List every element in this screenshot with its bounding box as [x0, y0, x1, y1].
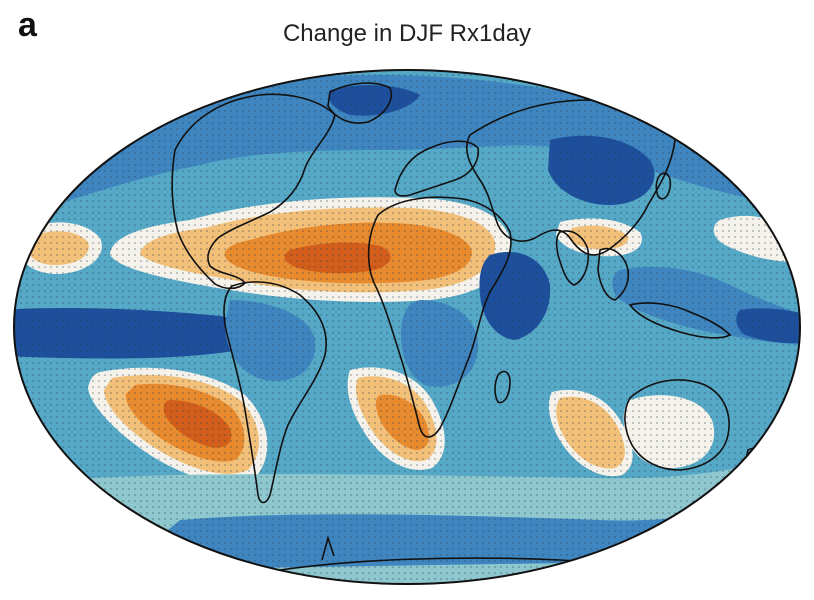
- australia-coast: [624, 379, 730, 471]
- greenland-coast: [327, 82, 392, 124]
- map-title: Change in DJF Rx1day: [282, 20, 532, 47]
- map-field: [14, 70, 800, 584]
- indonesia-coast: [628, 302, 732, 339]
- north-america-coast: [171, 93, 336, 290]
- significance-stippling: [14, 70, 800, 584]
- japan-coast: [655, 172, 672, 200]
- africa-coast: [367, 196, 512, 438]
- antarctic-peninsula: [321, 535, 335, 561]
- panel-label: a: [18, 6, 37, 44]
- madagascar-coast: [494, 370, 511, 404]
- india-coast: [555, 230, 590, 286]
- south-america-coast: [223, 281, 327, 504]
- globe-outline: [13, 69, 801, 585]
- new-zealand-coast: [745, 447, 760, 468]
- coastlines: [171, 82, 760, 579]
- southeast-asia-coast: [597, 248, 630, 301]
